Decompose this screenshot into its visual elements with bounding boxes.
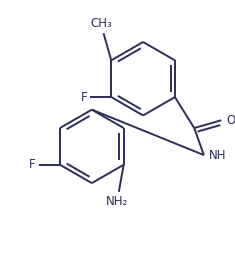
Text: CH₃: CH₃ bbox=[91, 17, 113, 30]
Text: NH: NH bbox=[209, 149, 226, 162]
Text: NH₂: NH₂ bbox=[106, 195, 128, 208]
Text: F: F bbox=[80, 90, 87, 104]
Text: F: F bbox=[29, 158, 36, 171]
Text: O: O bbox=[226, 114, 235, 127]
